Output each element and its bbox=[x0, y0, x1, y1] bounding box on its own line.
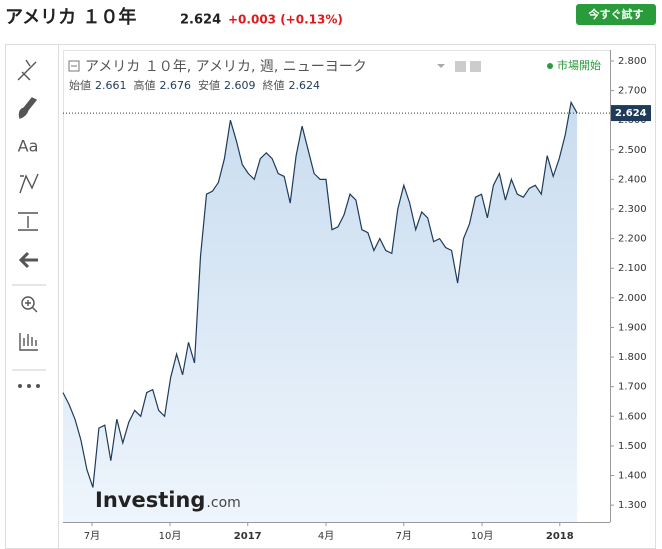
try-button-label[interactable]: 今すぐ試す bbox=[588, 7, 644, 21]
y-tick-label: 1.300 bbox=[618, 500, 647, 511]
change: +0.003 (+0.13%) bbox=[228, 13, 343, 27]
try-button[interactable] bbox=[576, 4, 656, 25]
tool-indicators[interactable] bbox=[19, 333, 38, 351]
legend-dropdown[interactable] bbox=[437, 64, 445, 68]
ohlc-label: 始値 bbox=[69, 78, 91, 92]
toolbar bbox=[12, 59, 46, 371]
watermark-brand: Investing bbox=[95, 488, 205, 512]
ohlc-value: 2.661 bbox=[95, 79, 127, 92]
y-tick-label: 2.000 bbox=[618, 293, 647, 304]
y-tick-label: 2.200 bbox=[618, 234, 647, 245]
legend: アメリカ １０年, アメリカ, 週, ニューヨーク bbox=[85, 59, 367, 75]
y-tick-label: 1.900 bbox=[618, 322, 647, 333]
ohlc-value: 2.624 bbox=[289, 79, 321, 92]
tool-pattern[interactable] bbox=[19, 173, 39, 194]
last-price-label: 2.624 bbox=[615, 108, 647, 119]
y-tick-label: 2.100 bbox=[618, 263, 647, 274]
y-tick-label: 1.400 bbox=[618, 471, 647, 482]
last-price-box bbox=[611, 105, 651, 122]
ohlc-label: 安値 bbox=[198, 78, 220, 92]
x-tick-label: 7月 bbox=[84, 530, 100, 542]
tool-measure[interactable] bbox=[18, 212, 38, 231]
y-tick-label: 1.700 bbox=[618, 382, 647, 393]
x-tick-label: 2018 bbox=[546, 531, 574, 542]
area-fill bbox=[63, 102, 578, 523]
tool-back[interactable] bbox=[18, 251, 38, 269]
y-tick-label: 2.700 bbox=[618, 86, 647, 97]
y-tick-label: 2.300 bbox=[618, 204, 647, 215]
x-tick-label: 10月 bbox=[159, 530, 182, 542]
title: アメリカ １０年 bbox=[5, 6, 136, 28]
x-tick-label: 2017 bbox=[234, 531, 262, 542]
y-tick-label: 2.800 bbox=[618, 56, 647, 67]
x-tick-label: 4月 bbox=[318, 530, 334, 542]
status: 市場開始 bbox=[557, 58, 601, 72]
y-tick-label: 1.600 bbox=[618, 411, 647, 422]
tool-lines[interactable] bbox=[17, 59, 37, 81]
x-tick-label: 7月 bbox=[396, 530, 412, 542]
y-tick-label: 1.500 bbox=[618, 441, 647, 452]
y-tick-label: 2.500 bbox=[618, 145, 647, 156]
tool-brush[interactable] bbox=[18, 97, 38, 119]
tool-more[interactable] bbox=[18, 384, 40, 388]
watermark-suffix: .com bbox=[206, 495, 240, 511]
legend-eye[interactable] bbox=[455, 61, 466, 72]
ohlc-value: 2.609 bbox=[224, 79, 256, 92]
price: 2.624 bbox=[180, 13, 221, 28]
price-line bbox=[62, 100, 578, 488]
tool-text[interactable]: Aa bbox=[18, 137, 39, 156]
ohlc-value: 2.676 bbox=[160, 79, 192, 92]
status-dot bbox=[547, 63, 553, 69]
collapse-icon[interactable] bbox=[68, 60, 80, 72]
tool-zoom[interactable] bbox=[21, 296, 35, 310]
legend-settings[interactable] bbox=[470, 61, 481, 72]
ohlc-label: 終値 bbox=[263, 78, 285, 92]
y-tick-label: 2.400 bbox=[618, 174, 647, 185]
y-tick-label: 1.800 bbox=[618, 352, 647, 363]
ohlc-label: 高値 bbox=[134, 78, 156, 92]
x-tick-label: 10月 bbox=[471, 530, 494, 542]
